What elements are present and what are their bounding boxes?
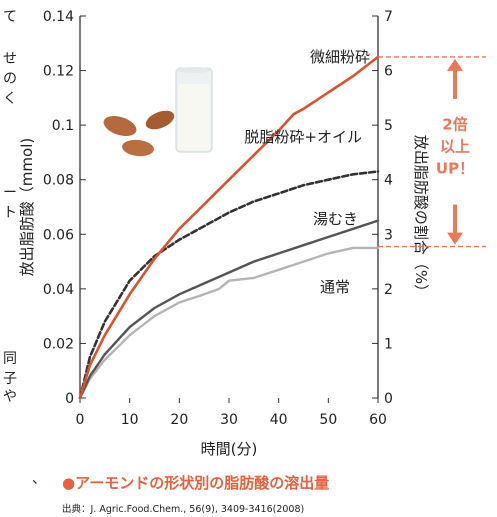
x-tick-label: 0 — [76, 412, 85, 428]
edge-text-fragment: く — [3, 91, 17, 107]
series-line-fine-grind — [78, 55, 380, 400]
edge-text-fragment: 同 — [3, 351, 17, 367]
edge-text-fragment: 子 — [3, 371, 17, 387]
y-left-axis-title: 放出脂肪酸（mmol) — [18, 138, 36, 276]
y-right-tick-label: 4 — [384, 173, 393, 189]
photo-background — [96, 56, 248, 166]
y-left-tick-label: 0.12 — [43, 64, 74, 80]
edge-text-fragment: せ — [3, 51, 17, 67]
almond — [103, 115, 137, 137]
y-right-tick-label: 6 — [384, 64, 393, 80]
y-right-tick-label: 5 — [384, 118, 393, 134]
y-right-tick-label: 7 — [384, 9, 393, 25]
chart-caption: ●アーモンドの形状別の脂肪酸の溶出量 — [62, 474, 330, 492]
x-tick-label: 60 — [369, 412, 387, 428]
ratio-annotation-line: 以上 — [440, 138, 470, 156]
series-line-blanched — [78, 219, 380, 400]
y-right-tick-label: 2 — [384, 282, 393, 298]
axes: 0 10 20 30 40 50 6000.020.040.060.080.10.120.1… — [18, 9, 430, 458]
y-right-tick-label: 0 — [384, 391, 393, 407]
edge-text-fragment: の — [3, 71, 17, 87]
glass-rim — [176, 67, 212, 73]
x-tick-label: 30 — [220, 412, 238, 428]
almond — [145, 110, 175, 130]
series-labels: 微細粉砕 脱脂粉砕+オイル 湯むき 通常 — [244, 48, 370, 296]
source-citation: 出典：J. Agric.Food.Chem., 56(9), 3409-3416… — [62, 504, 305, 515]
series-label-fine-grind: 微細粉砕 — [310, 48, 370, 66]
series-label-defatted-oil: 脱脂粉砕+オイル — [244, 128, 362, 146]
y-left-tick-label: 0.04 — [43, 282, 74, 298]
x-axis-title: 時間(分) — [201, 440, 258, 458]
edge-text-fragment: や — [3, 389, 17, 405]
arrow-up-icon — [447, 58, 463, 71]
almond — [122, 139, 154, 157]
series — [78, 55, 380, 400]
y-left-tick-label: 0 — [65, 391, 74, 407]
x-tick-label: 40 — [270, 412, 288, 428]
series-label-blanched: 湯むき — [313, 210, 358, 228]
x-tick-label: 50 — [319, 412, 337, 428]
y-left-tick-label: 0.06 — [43, 227, 74, 243]
milk — [178, 84, 210, 150]
ratio-annotation-line: UP！ — [436, 160, 474, 178]
y-left-tick-label: 0.02 — [43, 336, 74, 352]
edge-text-fragment: ー — [3, 185, 17, 201]
x-tick-label: 10 — [121, 412, 139, 428]
series-label-normal: 通常 — [320, 278, 350, 296]
y-left-tick-label: 0.08 — [43, 173, 74, 189]
edge-text-fragment: ト — [3, 205, 17, 221]
y-right-tick-label: 1 — [384, 336, 393, 352]
ratio-annotation-line: 2倍 — [442, 116, 467, 134]
y-right-tick-label: 3 — [384, 227, 393, 243]
series-line-normal — [78, 246, 380, 400]
y-left-tick-label: 0.14 — [43, 9, 74, 25]
edge-text-fragment: 、 — [32, 471, 46, 487]
x-tick-label: 20 — [170, 412, 188, 428]
series-line-defatted-oil — [78, 170, 380, 400]
edge-text-fragment: て — [3, 9, 17, 25]
y-left-tick-label: 0.1 — [52, 118, 74, 134]
y-right-axis-title: 放出脂肪酸の割合（%） — [412, 135, 430, 299]
almond-milk-photo — [96, 56, 248, 166]
arrow-down-icon — [447, 232, 463, 245]
